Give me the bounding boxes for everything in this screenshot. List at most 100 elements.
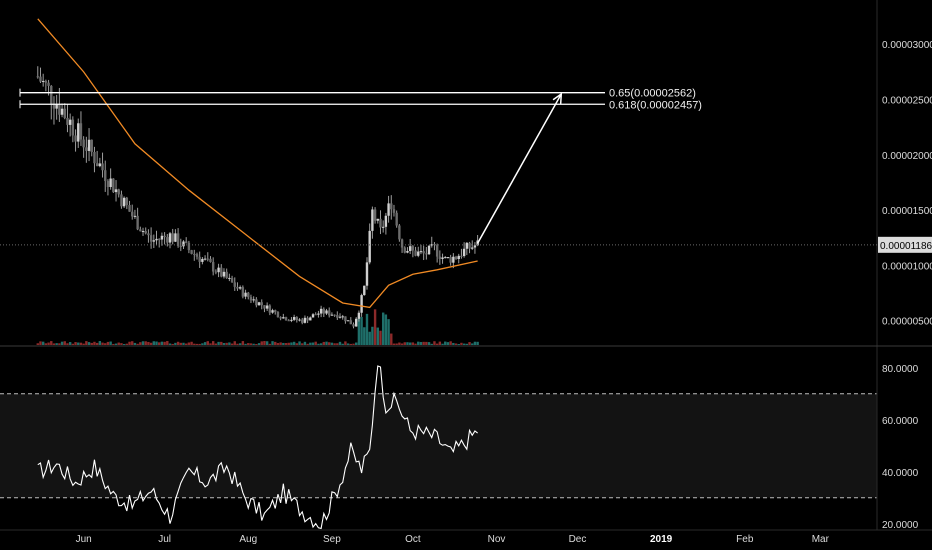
candle-body: [214, 271, 218, 273]
rsi-tick-label: 60.0000: [882, 416, 919, 427]
moving-average-line: [37, 18, 478, 309]
candle-body: [63, 108, 66, 118]
candle-body: [195, 254, 199, 257]
candle-body: [68, 119, 72, 125]
projection-arrow[interactable]: [476, 93, 562, 244]
candle-body: [263, 305, 266, 309]
candle-body: [381, 226, 385, 228]
time-tick-label: Aug: [239, 534, 257, 545]
volume-bar: [209, 343, 212, 345]
volume-bar: [446, 342, 450, 345]
volume-bar: [414, 343, 417, 345]
candle-body: [98, 163, 102, 167]
volume-bar: [114, 343, 118, 345]
candle-body: [93, 152, 96, 164]
volume-bar: [268, 343, 272, 345]
volume-bar: [314, 341, 317, 345]
volume-bar: [357, 316, 361, 345]
time-tick-label: Oct: [405, 534, 421, 545]
volume-bar: [160, 341, 164, 345]
volume-bar: [220, 341, 223, 345]
candle-body: [104, 170, 107, 182]
volume-bar: [238, 343, 242, 345]
volume-bar: [95, 342, 99, 345]
candle-body: [50, 85, 53, 104]
volume-bar: [363, 327, 366, 345]
candle-body: [408, 246, 412, 251]
volume-bar: [295, 343, 299, 345]
volume-bar: [158, 342, 161, 345]
volume-bar: [117, 342, 120, 345]
price-axis[interactable]: 0.00003000 0.00002500 0.00002000 0.00001500…: [882, 40, 932, 327]
volume-bar: [174, 342, 177, 345]
volume-bar: [247, 343, 250, 345]
volume-bar: [66, 343, 69, 345]
candle-body: [346, 320, 350, 322]
volume-bar: [55, 343, 58, 345]
candle-body: [47, 82, 50, 86]
candle-body: [468, 242, 471, 249]
volume-bar: [41, 341, 45, 345]
candle-body: [338, 316, 342, 318]
candle-body: [379, 218, 382, 228]
volume-bar: [279, 342, 282, 345]
volume-bar: [203, 342, 207, 345]
volume-bar: [187, 342, 191, 345]
candle-body: [147, 233, 150, 236]
candle-body: [336, 314, 339, 318]
volume-bar: [354, 342, 358, 345]
candle-body: [95, 163, 99, 167]
volume-bar: [373, 309, 377, 345]
rsi-axis[interactable]: 80.0000 60.0000 40.0000 20.0000: [882, 364, 919, 531]
volume-bar: [68, 342, 72, 345]
candle-body: [236, 286, 239, 289]
candle-body: [122, 197, 126, 207]
candle-body: [125, 197, 129, 206]
volume-bar: [179, 342, 182, 345]
volume-bar: [319, 343, 323, 345]
volume-bar: [395, 343, 398, 345]
candle-body: [295, 317, 299, 320]
candle-body: [384, 215, 388, 227]
candle-body: [101, 163, 104, 171]
price-tick-label: 0.00002500: [882, 96, 932, 107]
volume-bar: [392, 343, 396, 345]
candle-body: [139, 229, 142, 232]
candle-body: [352, 324, 355, 327]
candle-body: [287, 320, 290, 322]
volume-bar: [171, 343, 174, 345]
volume-bar: [325, 341, 328, 345]
candle-body: [360, 295, 363, 313]
candle-body: [90, 139, 93, 153]
volume-bar: [141, 341, 145, 345]
candle-body: [446, 257, 450, 259]
volume-bar: [438, 341, 442, 345]
candle-body: [425, 253, 428, 255]
candle-body: [171, 233, 174, 242]
volume-bar: [303, 341, 307, 345]
candle-body: [438, 256, 442, 259]
candle-body: [244, 292, 247, 297]
candle-body: [114, 189, 118, 193]
volume-bar: [390, 333, 393, 345]
current-price-tag-bg: [878, 236, 932, 253]
candle-body: [158, 238, 161, 240]
candle-body: [395, 212, 398, 226]
candle-body: [454, 256, 458, 260]
candle-body: [452, 256, 455, 263]
candle-body: [206, 258, 209, 260]
volume-bar: [381, 312, 385, 345]
candle-body: [303, 317, 307, 323]
candle-body: [176, 233, 180, 246]
volume-bar: [471, 343, 474, 345]
current-price-tag: 0.00001186: [878, 236, 932, 253]
candle-body: [77, 123, 80, 142]
fibonacci-levels[interactable]: 0.65(0.00002562)0.618(0.00002457): [19, 88, 702, 112]
volume-bar: [298, 341, 301, 345]
volume-bar: [47, 342, 50, 345]
volume-bar: [311, 342, 315, 345]
time-axis[interactable]: Jun Jul Aug Sep Oct Nov Dec 2019 Feb Mar: [76, 534, 830, 545]
candle-body: [149, 235, 153, 242]
volume-bar: [244, 343, 247, 345]
candle-body: [344, 316, 347, 322]
